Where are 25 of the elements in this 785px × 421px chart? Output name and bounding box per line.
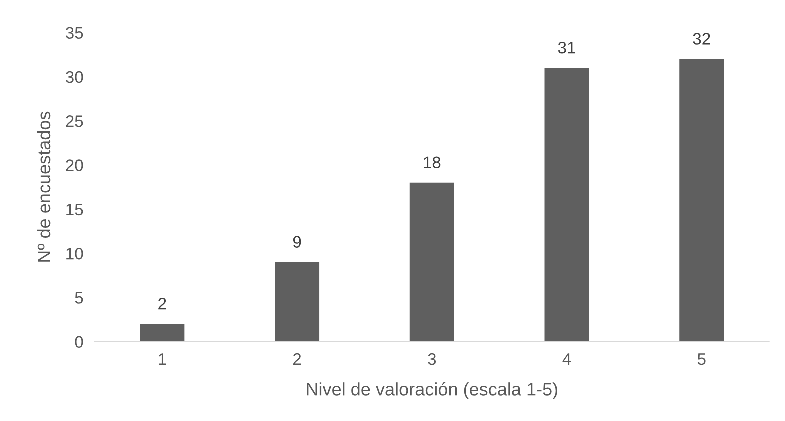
y-tick-label: 25	[66, 116, 84, 128]
bar	[680, 59, 724, 342]
x-tick-label: 5	[698, 354, 706, 366]
y-tick-label: 0	[75, 336, 84, 348]
y-tick-label: 15	[66, 204, 84, 216]
y-tick-label: 35	[66, 27, 84, 40]
x-tick-label: 2	[293, 353, 302, 366]
x-tick-label: 3	[428, 353, 436, 366]
y-axis-title: Nº de encuestados	[37, 112, 51, 262]
y-tick-label: 10	[66, 248, 84, 260]
y-tick-label: 5	[75, 292, 84, 304]
data-label: 2	[158, 298, 166, 310]
y-tick-label: 20	[66, 160, 84, 172]
data-label: 31	[558, 42, 576, 54]
x-axis-title: Nivel de valoración (escala 1-5)	[307, 382, 558, 400]
x-tick-label: 1	[159, 354, 166, 366]
bar	[140, 324, 185, 342]
y-tick-label: 30	[66, 71, 84, 84]
data-label: 18	[424, 156, 441, 169]
x-tick-label: 4	[562, 354, 572, 366]
bar	[275, 262, 320, 342]
bar	[544, 68, 590, 342]
data-label: 9	[293, 236, 302, 248]
data-label: 32	[693, 33, 710, 45]
bar	[410, 182, 454, 342]
